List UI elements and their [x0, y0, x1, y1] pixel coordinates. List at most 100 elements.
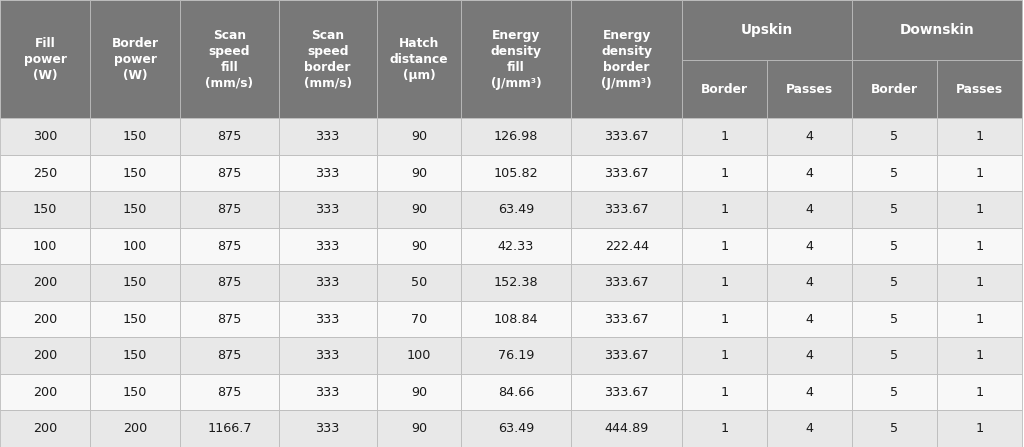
Text: 200: 200 [33, 349, 57, 362]
Text: 150: 150 [123, 276, 147, 289]
Bar [377, 191, 461, 228]
Bar [0, 410, 90, 447]
Bar [90, 228, 180, 265]
Bar [852, 0, 1022, 60]
Bar [852, 374, 937, 410]
Bar [767, 265, 852, 301]
Text: 1: 1 [721, 386, 728, 399]
Text: 333: 333 [315, 130, 340, 143]
Bar [279, 155, 377, 191]
Text: 150: 150 [123, 167, 147, 180]
Bar [377, 337, 461, 374]
Text: 42.33: 42.33 [498, 240, 535, 253]
Bar [571, 0, 682, 118]
Text: 108.84: 108.84 [494, 313, 539, 326]
Text: 300: 300 [33, 130, 57, 143]
Bar [571, 374, 682, 410]
Text: 333.67: 333.67 [604, 313, 649, 326]
Bar [571, 410, 682, 447]
Text: 5: 5 [891, 240, 898, 253]
Text: 333: 333 [315, 349, 340, 362]
Bar [571, 155, 682, 191]
Text: Downskin: Downskin [900, 23, 974, 37]
Bar [0, 337, 90, 374]
Text: 90: 90 [411, 422, 427, 435]
Bar [852, 265, 937, 301]
Text: 875: 875 [217, 167, 242, 180]
Bar [852, 191, 937, 228]
Text: 4: 4 [806, 240, 813, 253]
Bar [90, 155, 180, 191]
Bar [461, 301, 571, 337]
Text: 90: 90 [411, 167, 427, 180]
Bar [0, 118, 90, 155]
Bar [461, 155, 571, 191]
Text: 1: 1 [721, 422, 728, 435]
Text: 200: 200 [33, 276, 57, 289]
Bar [767, 374, 852, 410]
Text: 444.89: 444.89 [604, 422, 649, 435]
Bar [279, 228, 377, 265]
Bar [937, 301, 1022, 337]
Text: 5: 5 [891, 167, 898, 180]
Bar [682, 118, 767, 155]
Text: 1: 1 [976, 167, 983, 180]
Text: 63.49: 63.49 [498, 422, 535, 435]
Bar [461, 228, 571, 265]
Bar [852, 118, 937, 155]
Text: 200: 200 [123, 422, 147, 435]
Text: Scan
speed
border
(mm/s): Scan speed border (mm/s) [304, 29, 351, 90]
Text: 1: 1 [976, 130, 983, 143]
Bar [180, 265, 279, 301]
Text: 90: 90 [411, 386, 427, 399]
Text: 200: 200 [33, 386, 57, 399]
Bar [852, 228, 937, 265]
Bar [180, 337, 279, 374]
Bar [461, 337, 571, 374]
Text: 5: 5 [891, 422, 898, 435]
Bar [852, 60, 937, 118]
Text: Upskin: Upskin [740, 23, 794, 37]
Text: 90: 90 [411, 240, 427, 253]
Text: 875: 875 [217, 386, 242, 399]
Text: 1: 1 [976, 386, 983, 399]
Text: 150: 150 [33, 203, 57, 216]
Bar [279, 265, 377, 301]
Bar [682, 60, 767, 118]
Text: 152.38: 152.38 [494, 276, 539, 289]
Text: 333: 333 [315, 167, 340, 180]
Bar [279, 374, 377, 410]
Text: Energy
density
fill
(J/mm³): Energy density fill (J/mm³) [490, 29, 542, 90]
Bar [767, 191, 852, 228]
Bar [377, 155, 461, 191]
Text: 1166.7: 1166.7 [207, 422, 252, 435]
Text: 90: 90 [411, 130, 427, 143]
Text: 1: 1 [976, 349, 983, 362]
Text: 4: 4 [806, 167, 813, 180]
Bar [180, 155, 279, 191]
Bar [0, 155, 90, 191]
Bar [90, 265, 180, 301]
Text: Energy
density
border
(J/mm³): Energy density border (J/mm³) [601, 29, 652, 90]
Bar [937, 60, 1022, 118]
Text: 1: 1 [721, 240, 728, 253]
Bar [682, 337, 767, 374]
Bar [571, 228, 682, 265]
Text: 100: 100 [407, 349, 431, 362]
Text: 150: 150 [123, 349, 147, 362]
Text: 1: 1 [721, 167, 728, 180]
Bar [682, 155, 767, 191]
Text: 333.67: 333.67 [604, 167, 649, 180]
Text: 875: 875 [217, 313, 242, 326]
Bar [377, 0, 461, 118]
Text: 333: 333 [315, 203, 340, 216]
Bar [279, 0, 377, 118]
Bar [461, 374, 571, 410]
Text: 1: 1 [721, 276, 728, 289]
Bar [937, 337, 1022, 374]
Text: 4: 4 [806, 313, 813, 326]
Text: 4: 4 [806, 276, 813, 289]
Text: 875: 875 [217, 130, 242, 143]
Bar [90, 410, 180, 447]
Bar [461, 118, 571, 155]
